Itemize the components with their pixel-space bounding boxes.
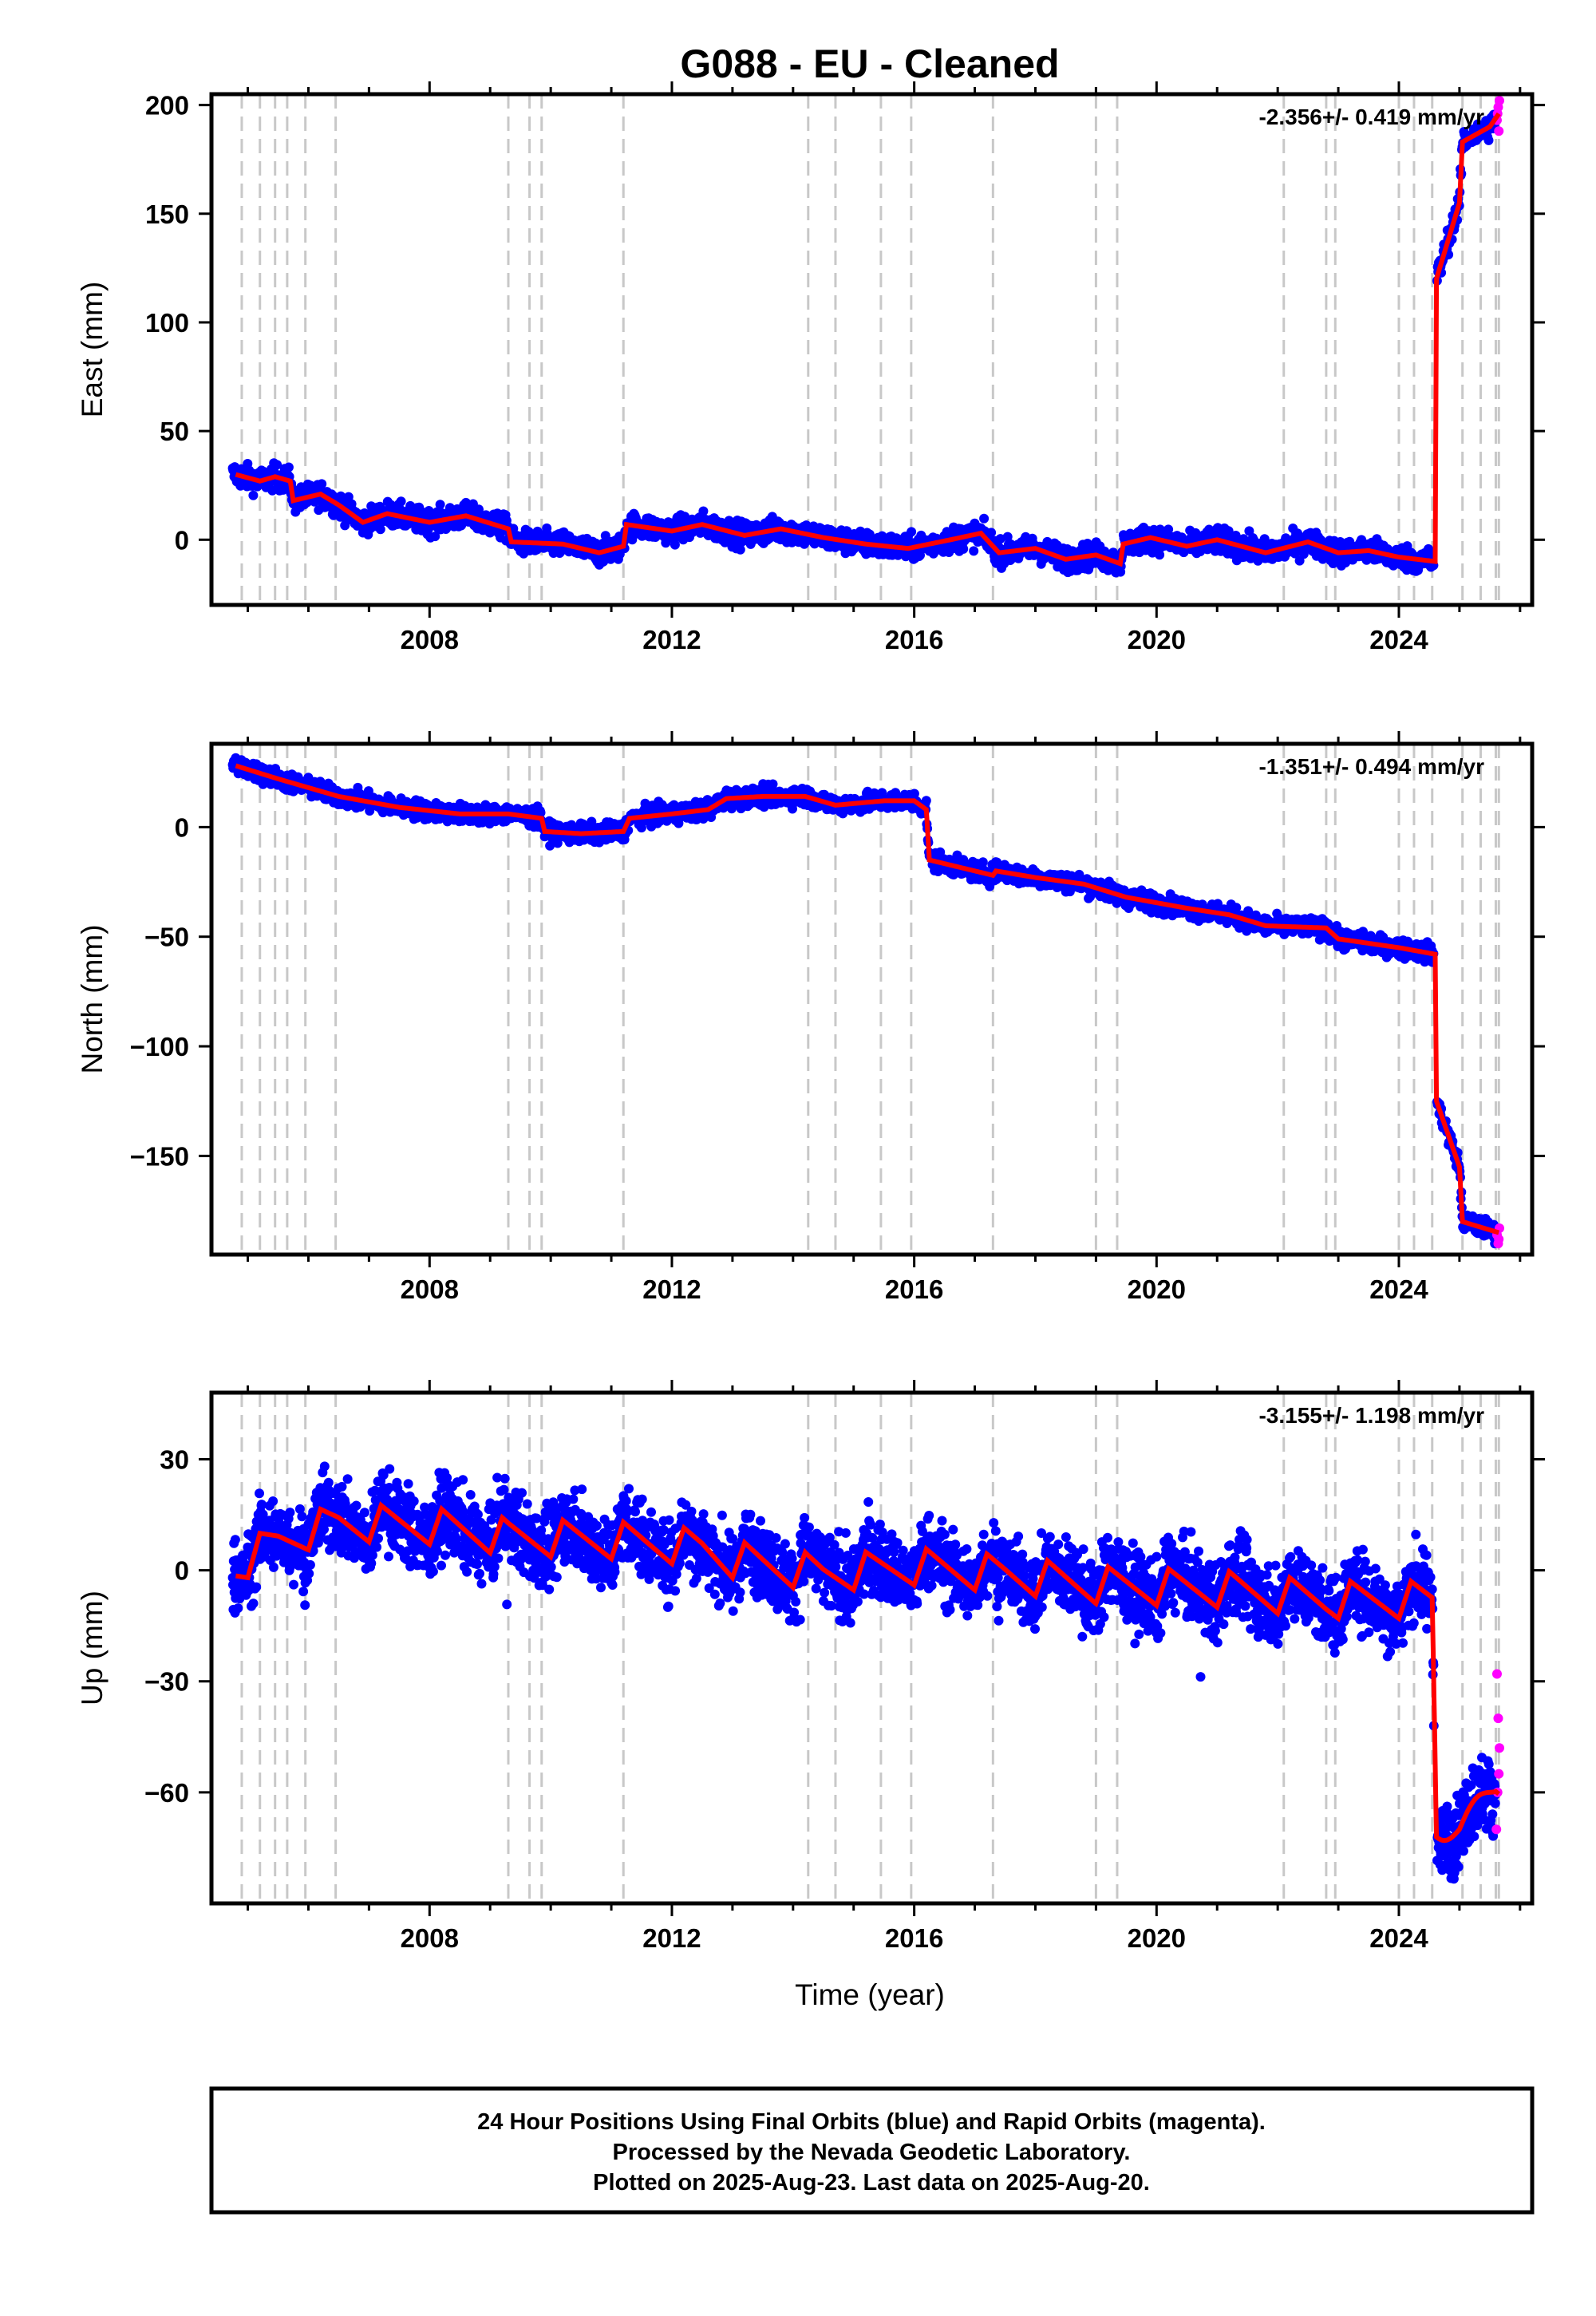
east-data-point — [1163, 524, 1174, 535]
east-rapid-point — [1494, 126, 1504, 136]
chart-title: G088 - EU - Cleaned — [680, 41, 1059, 86]
east-y-tick-label: 50 — [160, 417, 189, 446]
east-data-point — [375, 524, 385, 535]
east-data-point — [1002, 532, 1013, 542]
east-x-tick-label: 2008 — [401, 625, 459, 654]
east-data-point — [1483, 135, 1494, 145]
east-x-tick-label: 2016 — [885, 625, 943, 654]
east-data-point — [1155, 550, 1165, 560]
east-rapid-point — [1495, 96, 1505, 106]
east-y-tick-label: 200 — [145, 91, 189, 121]
east-data-point — [424, 506, 434, 516]
east-plot-frame — [209, 92, 1535, 607]
east-data-point — [317, 479, 327, 489]
east-x-tick-label: 2012 — [642, 625, 701, 654]
east-data-point — [272, 460, 282, 470]
east-model-line — [235, 112, 1501, 567]
east-data-point — [600, 531, 610, 541]
east-data-point — [969, 546, 979, 556]
east-data-point — [474, 504, 484, 515]
east-data-point — [995, 534, 1005, 544]
east-x-tick-label: 2020 — [1128, 625, 1186, 654]
east-y-axis-label: East (mm) — [76, 282, 109, 418]
east-y-tick-label: 100 — [145, 308, 189, 338]
east-y-tick-label: 150 — [145, 200, 189, 229]
north-data-point — [978, 857, 988, 868]
east-rate-label: -2.356+/- 0.419 mm/yr — [1258, 105, 1484, 129]
east-data-point — [598, 556, 609, 567]
east-data-point — [1259, 534, 1270, 544]
east-data-point — [958, 543, 969, 554]
east-data-point — [735, 544, 745, 555]
east-data-point — [986, 528, 997, 538]
east-data-point — [248, 490, 259, 500]
east-data-point — [907, 527, 917, 537]
east-y-tick-label: 0 — [175, 525, 189, 555]
east-data-point — [396, 496, 406, 507]
east-panel: 2008 2012 2016 2020 2024 0 50 100 150 200 East (mm… — [76, 81, 1545, 654]
east-data-point — [283, 462, 294, 472]
east-data-point — [435, 500, 445, 510]
north-data-point — [921, 796, 931, 806]
east-x-tick-label: 2024 — [1369, 625, 1428, 654]
east-data-point — [430, 532, 440, 542]
east-data-point — [979, 513, 990, 524]
east-data-point — [698, 506, 709, 516]
